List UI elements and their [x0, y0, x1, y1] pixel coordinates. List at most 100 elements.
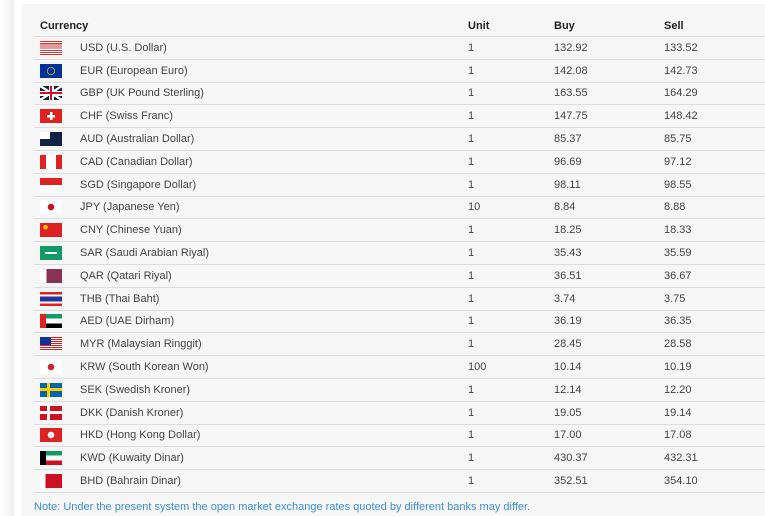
table-row: BHD (Bahrain Dinar) 1 352.51 354.10 [34, 469, 765, 493]
unit-value: 1 [468, 59, 554, 83]
flag-my-icon [40, 337, 62, 352]
sell-rate: 18.33 [664, 218, 765, 243]
flag-cell [34, 150, 80, 174]
buy-rate: 132.92 [554, 36, 664, 60]
table-row: SEK (Swedish Kroner) 1 12.14 12.20 [34, 378, 765, 402]
flag-se-icon [40, 382, 62, 397]
flag-au-icon [40, 132, 62, 147]
flag-cell [34, 218, 80, 243]
currency-name: HKD (Hong Kong Dollar) [80, 424, 468, 448]
buy-rate: 96.69 [554, 150, 664, 174]
buy-rate: 36.51 [554, 264, 664, 288]
unit-value: 1 [468, 264, 554, 288]
currency-name: USD (U.S. Dollar) [80, 36, 468, 60]
flag-cell [34, 36, 80, 60]
currency-name: CAD (Canadian Dollar) [80, 150, 468, 174]
table-row: AED (UAE Dirham) 1 36.19 36.35 [34, 310, 765, 334]
table-row: CAD (Canadian Dollar) 1 96.69 97.12 [34, 150, 765, 174]
unit-value: 1 [468, 401, 554, 425]
buy-rate: 36.19 [554, 310, 664, 334]
sell-rate: 36.35 [664, 310, 765, 334]
buy-rate: 352.51 [554, 469, 664, 493]
unit-value: 1 [468, 127, 554, 151]
flag-cell [34, 104, 80, 129]
sell-rate: 8.88 [664, 196, 765, 220]
flag-cell [34, 127, 80, 151]
flag-cell [34, 355, 80, 379]
currency-name: QAR (Qatari Riyal) [80, 264, 468, 288]
sell-rate: 28.58 [664, 332, 765, 357]
table-row: CHF (Swiss Franc) 1 147.75 148.42 [34, 104, 765, 129]
table-row: KWD (Kuwaity Dinar) 1 430.37 432.31 [34, 446, 765, 471]
table-row: AUD (Australian Dollar) 1 85.37 85.75 [34, 127, 765, 151]
buy-rate: 98.11 [554, 173, 664, 197]
exchange-rate-table: Currency Unit Buy Sell USD (U.S. Dollar)… [34, 15, 765, 493]
sell-rate: 142.73 [664, 59, 765, 83]
flag-bh-icon [40, 474, 62, 489]
flag-eu-icon [40, 63, 62, 78]
buy-rate: 3.74 [554, 287, 664, 311]
flag-cell [34, 424, 80, 448]
unit-value: 10 [468, 196, 554, 220]
currency-name: DKK (Danish Kroner) [80, 401, 468, 425]
buy-rate: 10.14 [554, 355, 664, 379]
buy-rate: 19.05 [554, 401, 664, 425]
table-row: MYR (Malaysian Ringgit) 1 28.45 28.58 [34, 332, 765, 357]
flag-cell [34, 378, 80, 402]
sell-rate: 85.75 [664, 127, 765, 151]
table-row: SAR (Saudi Arabian Riyal) 1 35.43 35.59 [34, 241, 765, 265]
table-row: CNY (Chinese Yuan) 1 18.25 18.33 [34, 218, 765, 243]
sell-rate: 19.14 [664, 401, 765, 425]
flag-cell [34, 469, 80, 493]
buy-rate: 17.00 [554, 424, 664, 448]
buy-rate: 12.14 [554, 378, 664, 402]
currency-name: SAR (Saudi Arabian Riyal) [80, 241, 468, 265]
unit-value: 1 [468, 446, 554, 471]
currency-name: CHF (Swiss Franc) [80, 104, 468, 129]
table-row: KRW (South Korean Won) 100 10.14 10.19 [34, 355, 765, 379]
unit-value: 1 [468, 150, 554, 174]
unit-value: 1 [468, 424, 554, 448]
buy-rate: 8.84 [554, 196, 664, 220]
flag-ca-icon [40, 154, 62, 169]
flag-jp-icon [40, 200, 62, 215]
unit-value: 100 [468, 355, 554, 379]
sell-rate: 12.20 [664, 378, 765, 402]
flag-cell [34, 401, 80, 425]
flag-sa-icon [40, 246, 62, 261]
sell-rate: 35.59 [664, 241, 765, 265]
currency-name: CNY (Chinese Yuan) [80, 218, 468, 243]
table-row: GBP (UK Pound Sterling) 1 163.55 164.29 [34, 82, 765, 106]
header-currency: Currency [34, 15, 468, 37]
buy-rate: 35.43 [554, 241, 664, 265]
sell-rate: 133.52 [664, 36, 765, 60]
currency-name: AUD (Australian Dollar) [80, 127, 468, 151]
sell-rate: 17.08 [664, 424, 765, 448]
flag-th-icon [40, 291, 62, 306]
currency-name: JPY (Japanese Yen) [80, 196, 468, 220]
currency-name: GBP (UK Pound Sterling) [80, 82, 468, 106]
flag-sg-icon [40, 177, 62, 192]
flag-ae-icon [40, 314, 62, 329]
flag-cn-icon [40, 223, 62, 238]
currency-name: KRW (South Korean Won) [80, 355, 468, 379]
table-header: Currency Unit Buy Sell [34, 15, 765, 37]
table-row: JPY (Japanese Yen) 10 8.84 8.88 [34, 196, 765, 220]
buy-rate: 163.55 [554, 82, 664, 106]
header-sell: Sell [664, 15, 765, 37]
buy-rate: 28.45 [554, 332, 664, 357]
table-row: THB (Thai Baht) 1 3.74 3.75 [34, 287, 765, 311]
flag-cell [34, 264, 80, 288]
unit-value: 1 [468, 378, 554, 402]
table-row: QAR (Qatari Riyal) 1 36.51 36.67 [34, 264, 765, 288]
flag-cell [34, 196, 80, 220]
buy-rate: 147.75 [554, 104, 664, 129]
sell-rate: 3.75 [664, 287, 765, 311]
flag-cell [34, 287, 80, 311]
unit-value: 1 [468, 104, 554, 129]
flag-kr-icon [40, 360, 62, 375]
unit-value: 1 [468, 82, 554, 106]
buy-rate: 430.37 [554, 446, 664, 471]
flag-qa-icon [40, 268, 62, 283]
table-row: HKD (Hong Kong Dollar) 1 17.00 17.08 [34, 424, 765, 448]
